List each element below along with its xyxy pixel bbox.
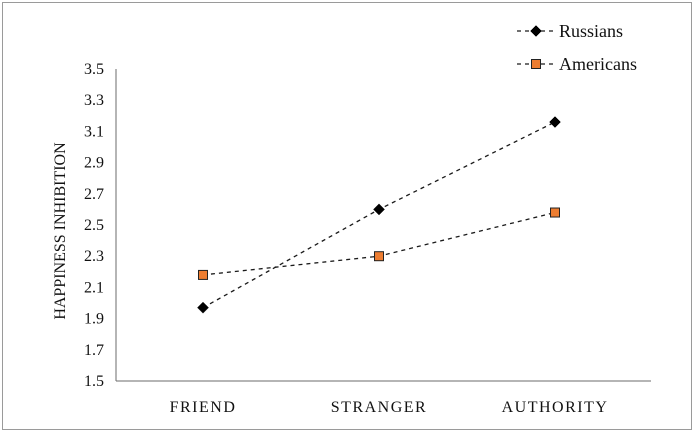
legend-label: Americans xyxy=(559,54,637,74)
y-tick-label: 1.9 xyxy=(84,311,104,328)
data-point-russians xyxy=(373,203,385,216)
y-tick-label: 3.1 xyxy=(84,123,104,140)
x-category-labels: FRIEND STRANGER AUTHORITY xyxy=(170,399,609,416)
y-tick-label: 3.5 xyxy=(84,61,104,78)
data-point-americans xyxy=(198,269,208,280)
series-line-americans xyxy=(202,211,556,276)
y-tick-labels: 1.5 1.7 1.9 2.1 2.3 2.5 2.7 2.9 3.1 3.3 3.5 xyxy=(84,61,104,390)
x-category-label: AUTHORITY xyxy=(502,399,609,416)
axes xyxy=(115,69,651,382)
y-tick-label: 2.9 xyxy=(84,155,104,172)
y-tick-label: 3.3 xyxy=(84,92,104,109)
line-chart: 1.5 1.7 1.9 2.1 2.3 2.5 2.7 2.9 3.1 3.3 3.5 FRIEND… xyxy=(52,21,651,416)
y-tick-label: 1.5 xyxy=(84,373,104,390)
legend-marker xyxy=(531,59,541,69)
y-tick-label: 2.7 xyxy=(84,186,104,203)
y-axis-label: HAPPINESS INHIBITION xyxy=(52,142,69,320)
y-tick-label: 2.3 xyxy=(84,248,104,265)
legend-label: Russians xyxy=(559,21,623,41)
y-tick-label: 2.1 xyxy=(84,279,104,296)
legend: Russians Americans xyxy=(517,21,637,74)
data-point-americans xyxy=(374,251,384,262)
chart-frame: 1.5 1.7 1.9 2.1 2.3 2.5 2.7 2.9 3.1 3.3 3.5 FRIEND… xyxy=(2,2,692,430)
data-point-russians xyxy=(549,116,561,128)
legend-marker xyxy=(530,25,542,37)
y-tick-label: 2.5 xyxy=(84,217,104,234)
data-point-americans xyxy=(550,207,560,218)
x-category-label: STRANGER xyxy=(331,399,427,416)
y-tick-label: 1.7 xyxy=(84,342,104,359)
series-markers xyxy=(197,116,561,314)
data-point-russians xyxy=(197,301,209,314)
x-category-label: FRIEND xyxy=(170,399,237,416)
